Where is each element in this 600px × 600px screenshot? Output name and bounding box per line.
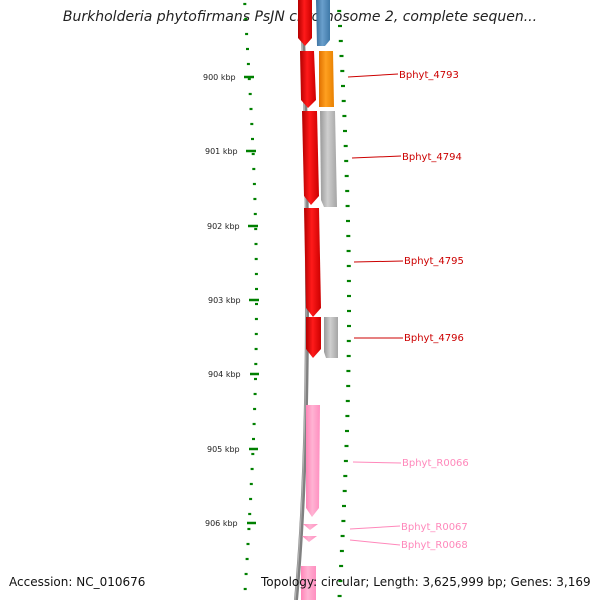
gene-block-grey-2[interactable] (324, 317, 338, 358)
gene-label-bphyt-4795[interactable]: Bphyt_4795 (404, 256, 464, 267)
gene-label-bphyt-r0067[interactable]: Bphyt_R0067 (401, 522, 468, 533)
scale-ruler: 900 kbp 901 kbp 902 kbp 903 kbp 904 kbp … (203, 0, 259, 600)
accession-text: Accession: NC_010676 (9, 575, 146, 589)
gene-label-bphyt-4796[interactable]: Bphyt_4796 (404, 333, 464, 344)
gene-label-bphyt-4793[interactable]: Bphyt_4793 (399, 70, 459, 81)
scale-label-906: 906 kbp (205, 519, 238, 528)
rna-features (301, 405, 320, 600)
gene-arrow-bottom[interactable] (301, 566, 316, 600)
gene-arrow-bphyt-r0067[interactable] (303, 524, 318, 530)
scale-label-901: 901 kbp (205, 147, 238, 156)
gene-arrow-bphyt-4794[interactable] (302, 111, 319, 205)
gene-arrow-bphyt-4795[interactable] (304, 208, 321, 317)
gene-arrow-bphyt-r0068[interactable] (302, 536, 317, 542)
second-track-features (316, 0, 338, 358)
gene-arrow-top[interactable] (298, 0, 312, 46)
gene-arrow-bphyt-4793[interactable] (300, 51, 316, 108)
outer-ring-ticks (243, 2, 351, 598)
gene-label-bphyt-r0066[interactable]: Bphyt_R0066 (402, 458, 469, 469)
forward-strand-features (298, 0, 321, 358)
scale-label-900: 900 kbp (203, 73, 236, 82)
leader-lines (347, 73, 404, 546)
gene-arrow-bphyt-r0066[interactable] (306, 405, 320, 517)
scale-label-902: 902 kbp (207, 222, 240, 231)
gene-block-blue[interactable] (316, 0, 330, 46)
topology-text: Topology: circular; Length: 3,625,999 bp… (261, 575, 591, 589)
gene-label-bphyt-4794[interactable]: Bphyt_4794 (402, 152, 462, 163)
gene-block-grey-1[interactable] (320, 111, 337, 207)
gene-block-orange[interactable] (319, 51, 334, 107)
scale-label-904: 904 kbp (208, 370, 241, 379)
scale-label-905: 905 kbp (207, 445, 240, 454)
gene-label-bphyt-r0068[interactable]: Bphyt_R0068 (401, 540, 468, 551)
scale-label-903: 903 kbp (208, 296, 241, 305)
gene-arrow-bphyt-4796[interactable] (306, 317, 321, 358)
